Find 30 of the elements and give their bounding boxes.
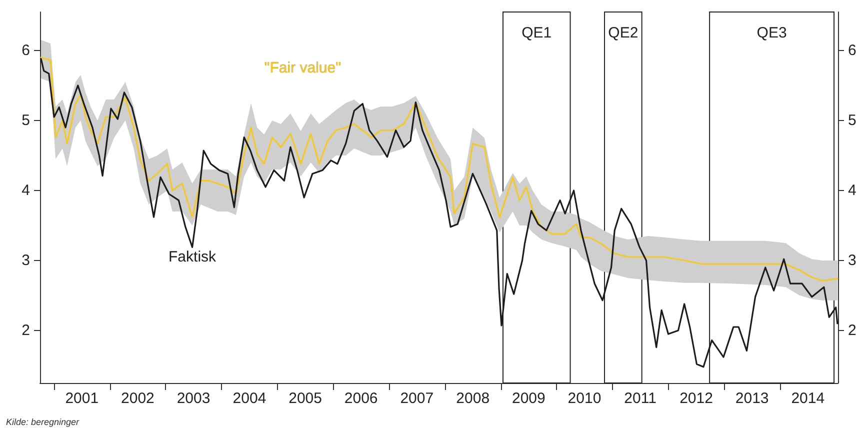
y2-tick-label: 2: [848, 322, 856, 339]
x-tick-label: 2002: [121, 390, 154, 407]
text: Kilde: beregninger: [6, 417, 80, 427]
x-tick-label: 2013: [735, 390, 769, 407]
y-tick-label: 6: [22, 42, 30, 59]
x-tick-label: 2008: [456, 390, 490, 407]
y-tick-label: 2: [22, 322, 30, 339]
band-label: QE3: [756, 24, 787, 42]
y-tick-label: 4: [22, 182, 30, 199]
x-tick-label: 2014: [791, 390, 825, 407]
x-tick-label: 2009: [512, 390, 546, 407]
band-label: QE2: [608, 24, 638, 42]
y2-tick-label: 3: [848, 252, 856, 269]
x-tick-label: 2005: [288, 390, 322, 407]
y-tick-label: 5: [22, 112, 30, 129]
y2-tick-label: 5: [848, 112, 856, 129]
x-tick-label: 2011: [624, 390, 656, 407]
y2-tick-label: 4: [848, 182, 856, 199]
x-tick-label: 2004: [232, 390, 266, 407]
x-tick-label: 2001: [65, 390, 99, 407]
x-tick-label: 2010: [568, 390, 602, 407]
x-tick-label: 2007: [400, 390, 434, 407]
y2-tick-label: 6: [848, 42, 856, 59]
band-label: QE1: [522, 24, 552, 42]
text: "Fair value": [264, 60, 341, 76]
x-tick-label: 2012: [680, 390, 713, 407]
x-tick-label: 2006: [344, 390, 378, 407]
x-tick-label: 2003: [176, 390, 210, 407]
series-label: Faktisk: [168, 248, 216, 266]
y-tick-label: 3: [22, 252, 30, 269]
